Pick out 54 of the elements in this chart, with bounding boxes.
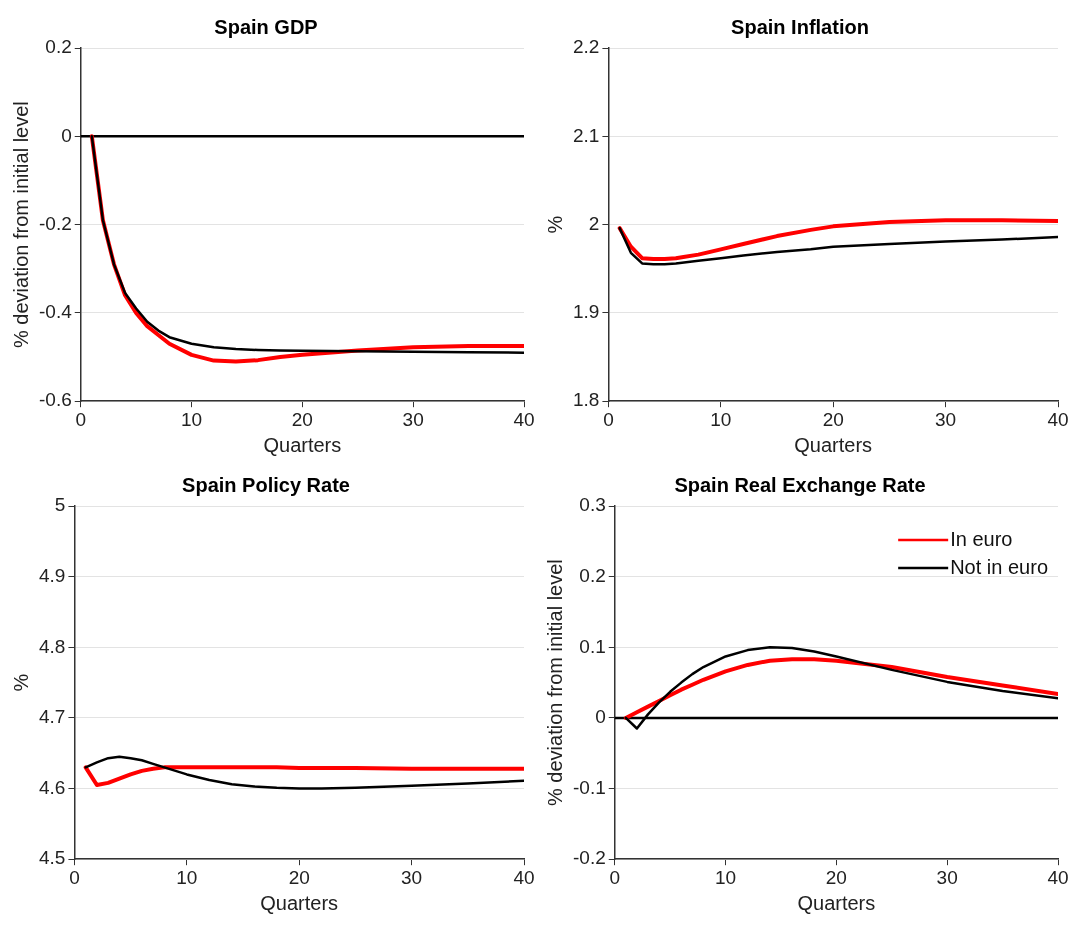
x-tick-label: 30: [935, 408, 957, 430]
x-tick-label: 20: [288, 866, 310, 888]
x-axis-title: Quarters: [260, 891, 339, 914]
y-axis-title: %: [9, 673, 32, 692]
y-axis-title: % deviation from initial level: [9, 101, 32, 348]
y-tick-label: 5: [54, 494, 66, 516]
y-tick-label: 1.8: [572, 389, 600, 411]
chart-title: Spain Inflation: [731, 15, 869, 38]
x-axis-title: Quarters: [797, 891, 876, 914]
y-tick-label: 2.2: [572, 36, 600, 58]
y-tick-label: 0.1: [579, 635, 606, 657]
x-tick-label: 30: [936, 866, 958, 888]
x-tick-label: 10: [176, 866, 198, 888]
x-tick-label: 20: [822, 408, 844, 430]
y-tick-label: -0.1: [572, 776, 606, 798]
y-axis-title: %: [543, 215, 566, 234]
y-tick-label: 1.9: [572, 301, 600, 323]
x-tick-label: 40: [513, 866, 535, 888]
y-tick-label: 4.7: [38, 706, 66, 728]
x-tick-label: 40: [1047, 408, 1069, 430]
x-tick-label: 10: [180, 408, 203, 430]
x-axis-title: Quarters: [794, 433, 873, 456]
legend-label: In euro: [950, 527, 1013, 550]
chart-title: Spain Policy Rate: [182, 473, 350, 496]
y-tick-label: -0.4: [38, 301, 73, 323]
y-tick-label: 0.3: [579, 494, 606, 516]
y-tick-label: 0: [61, 124, 72, 146]
x-tick-label: 0: [75, 408, 87, 430]
y-tick-label: -0.2: [38, 212, 72, 234]
x-tick-label: 10: [710, 408, 732, 430]
y-tick-label: 4.8: [38, 635, 66, 657]
y-tick-label: 4.5: [38, 847, 66, 869]
chart-title: Spain Real Exchange Rate: [674, 473, 926, 496]
x-tick-label: 40: [1047, 866, 1069, 888]
y-tick-label: 2: [588, 212, 600, 234]
y-tick-label: 4.6: [38, 776, 66, 798]
y-tick-label: 0.2: [579, 564, 606, 586]
chart-title: Spain GDP: [214, 15, 318, 38]
y-tick-label: 2.1: [572, 124, 600, 146]
x-tick-label: 0: [609, 866, 621, 888]
x-axis-title: Quarters: [263, 433, 342, 456]
y-tick-label: 4.9: [38, 564, 66, 586]
y-tick-label: -0.6: [38, 389, 72, 411]
y-tick-label: 0: [595, 706, 606, 728]
y-tick-label: -0.2: [572, 847, 606, 869]
y-tick-label: 0.2: [45, 36, 72, 58]
x-tick-label: 20: [825, 866, 847, 888]
legend-label: Not in euro: [950, 555, 1049, 578]
x-tick-label: 10: [714, 866, 737, 888]
y-axis-title: % deviation from initial level: [543, 559, 566, 806]
x-tick-label: 30: [401, 866, 423, 888]
x-tick-label: 40: [513, 408, 535, 430]
x-tick-label: 20: [291, 408, 313, 430]
x-tick-label: 30: [402, 408, 424, 430]
